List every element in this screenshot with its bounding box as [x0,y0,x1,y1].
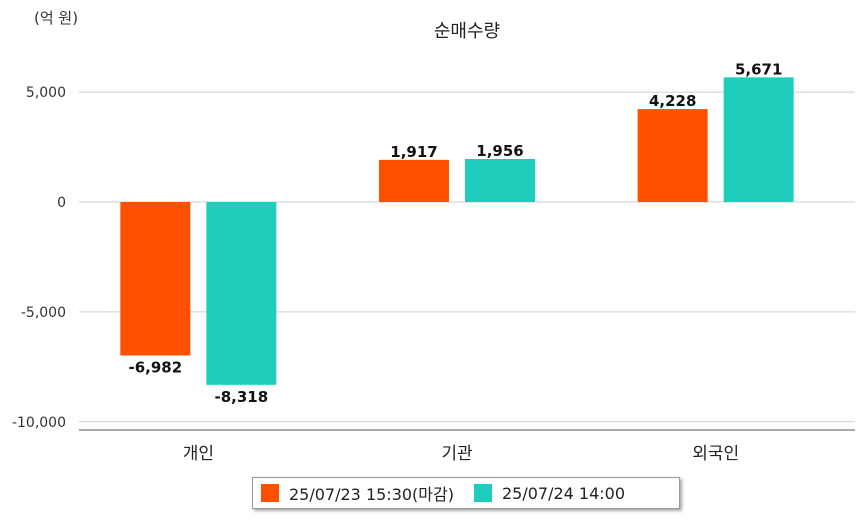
legend-swatch-series-2 [473,484,492,502]
legend: 25/07/23 15:30(마감) 25/07/24 14:00 [252,477,680,509]
legend-label-series-2: 25/07/24 14:00 [501,483,626,503]
data-label: 1,956 [476,142,523,160]
y-tick-label: -10,000 [12,415,66,431]
bars [120,77,794,385]
bar[interactable] [206,202,277,385]
data-label: 5,671 [735,60,782,78]
bar[interactable] [379,159,449,202]
y-tick-label: 0 [57,195,66,211]
x-category-label: 기관 [441,444,472,464]
y-axis: 5,000 0 -5,000 -10,000 [12,85,66,431]
data-labels: -6,982 -8,318 1,917 1,956 4,228 5,671 [128,60,782,405]
chart-title: 순매수량 [434,21,500,42]
unit-label: (억 원) [34,9,78,27]
legend-label-series-1: 25/07/23 15:30(마감) [289,485,454,504]
bar[interactable] [465,159,535,202]
bar[interactable] [723,77,794,202]
data-label: -6,982 [128,358,182,376]
legend-item-series-2[interactable]: 25/07/24 14:00 [473,483,626,503]
x-axis: 개인 기관 외국인 [183,444,739,464]
data-label: -8,318 [214,388,268,406]
data-label: 4,228 [649,92,696,110]
bar[interactable] [637,109,708,202]
data-label: 1,917 [390,143,437,161]
y-tick-label: 5,000 [26,85,66,101]
legend-item-series-1[interactable]: 25/07/23 15:30(마감) [261,481,454,505]
x-category-label: 외국인 [692,444,739,464]
y-tick-label: -5,000 [21,305,66,321]
bar[interactable] [120,202,191,356]
x-category-label: 개인 [183,444,214,464]
legend-swatch-series-1 [261,484,279,502]
